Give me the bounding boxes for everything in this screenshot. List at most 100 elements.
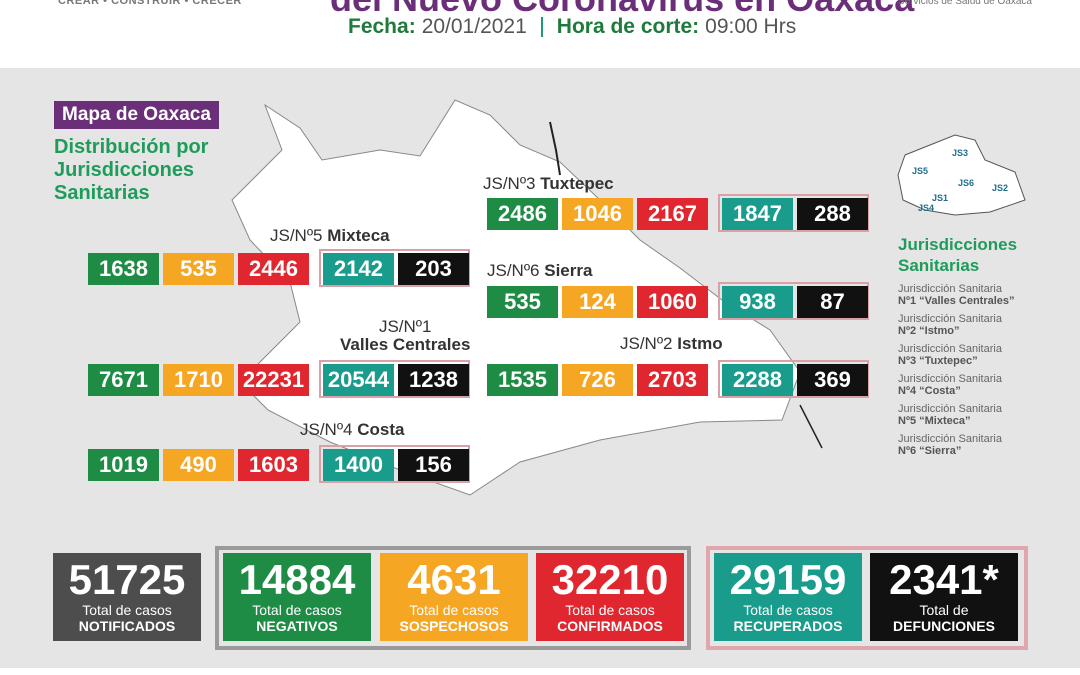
- mini-map-label: JS6: [958, 178, 975, 188]
- date: 20/01/2021: [421, 15, 527, 38]
- count-box: 1638: [88, 253, 159, 285]
- total-category: DEFUNCIONES: [893, 618, 995, 634]
- count-box: 87: [797, 286, 868, 318]
- count-box: 1019: [88, 449, 159, 481]
- legend-item-line1: Jurisdicción Sanitaria: [898, 313, 1002, 325]
- slogan: CREAR • CONSTRUIR • CRECER: [58, 0, 242, 7]
- count-box: 1060: [637, 286, 708, 318]
- total-value: 29159: [729, 556, 847, 603]
- total-value: 4631: [407, 556, 501, 603]
- jurisdiction-name: Valles Centrales: [340, 335, 471, 354]
- total-box: 29159 Total de casos RECUPERADOS: [714, 553, 862, 641]
- legend-item-line1: Jurisdicción Sanitaria: [898, 343, 1002, 355]
- legend-item: Jurisdicción Sanitaria Nº3 “Tuxtepec”: [898, 343, 1002, 367]
- legend-item-line1: Jurisdicción Sanitaria: [898, 283, 1002, 295]
- total-category: NEGATIVOS: [256, 618, 338, 634]
- count-box: 156: [398, 449, 469, 481]
- total-value: 32210: [551, 556, 669, 603]
- jurisdiction-name: Istmo: [677, 334, 723, 353]
- count-box: 1847: [722, 198, 793, 230]
- outcome-group: [319, 445, 470, 483]
- legend-item-line2: Nº1 “Valles Centrales”: [898, 295, 1015, 307]
- count-box: 7671: [88, 364, 159, 396]
- total-label: Total de casos: [743, 602, 833, 618]
- count-box: 288: [797, 198, 868, 230]
- time-label: Hora de corte:: [556, 15, 700, 38]
- count-box: 1238: [398, 364, 469, 396]
- total-box: 2341* Total de DEFUNCIONES: [870, 553, 1018, 641]
- total-box: 14884 Total de casos NEGATIVOS: [223, 553, 371, 641]
- outcome-group: [319, 360, 470, 398]
- count-box: 1400: [323, 449, 394, 481]
- total-label: Total de casos: [565, 602, 655, 618]
- total-value: 14884: [238, 556, 356, 603]
- agency: Servicios de Salud de Oaxaca: [898, 0, 1032, 7]
- count-box: 2142: [323, 253, 394, 285]
- mini-map-label: JS1: [932, 193, 949, 203]
- jurisdiction-label: JS/Nº5 Mixteca: [270, 226, 390, 246]
- jurisdiction-code: JS/Nº2: [620, 334, 673, 353]
- legend-item-line2: Nº6 “Sierra”: [898, 445, 962, 457]
- outcome-group: [319, 249, 470, 287]
- total-category: SOSPECHOSOS: [399, 618, 509, 634]
- jurisdiction-code: JS/Nº4: [300, 420, 353, 439]
- outcome-group: [718, 360, 869, 398]
- jurisdiction-code: JS/Nº1: [378, 317, 432, 336]
- count-box: 2288: [722, 364, 793, 396]
- count-box: 2167: [637, 198, 708, 230]
- count-box: 203: [398, 253, 469, 285]
- totals-group: [215, 546, 691, 650]
- jurisdiction-name: Tuxtepec: [540, 174, 614, 193]
- count-box: 1046: [562, 198, 633, 230]
- total-label: Total de casos: [82, 602, 172, 618]
- total-value: 51725: [68, 556, 186, 603]
- mini-map-label: JS4: [918, 203, 935, 213]
- date-line: Fecha: 20/01/2021 Hora de corte: 09:00 Hrs: [348, 15, 796, 39]
- legend-item-line1: Jurisdicción Sanitaria: [898, 373, 1002, 385]
- legend-title: Jurisdicciones Sanitarias: [898, 235, 1018, 275]
- count-box: 369: [797, 364, 868, 396]
- count-box: 1710: [163, 364, 234, 396]
- legend-item-line2: Nº3 “Tuxtepec”: [898, 355, 978, 367]
- jurisdiction-code: JS/Nº3: [483, 174, 536, 193]
- jurisdiction-code: JS/Nº6: [487, 261, 540, 280]
- total-label: Total de casos: [252, 602, 342, 618]
- jurisdiction-code: JS/Nº5: [270, 226, 323, 245]
- legend-item-line1: Jurisdicción Sanitaria: [898, 433, 1002, 445]
- total-category: RECUPERADOS: [733, 618, 843, 634]
- count-box: 535: [487, 286, 558, 318]
- count-box: 20544: [323, 364, 394, 396]
- total-label: Total de: [919, 602, 969, 618]
- mini-map-label: JS5: [912, 166, 929, 176]
- mini-map-label: JS3: [952, 148, 969, 158]
- total-box: 32210 Total de casos CONFIRMADOS: [536, 553, 684, 641]
- jurisdiction-label: JS/Nº6 Sierra: [487, 261, 592, 281]
- legend-item-line2: Nº4 “Costa”: [898, 385, 961, 397]
- separator: [540, 17, 543, 37]
- count-box: 2486: [487, 198, 558, 230]
- outcome-group: [718, 194, 869, 232]
- count-box: 938: [722, 286, 793, 318]
- jurisdiction-name: Costa: [357, 420, 405, 439]
- total-box: 51725 Total de casos NOTIFICADOS: [53, 553, 201, 641]
- map-badge: Mapa de Oaxaca: [54, 101, 219, 129]
- legend-item: Jurisdicción Sanitaria Nº5 “Mixteca”: [898, 403, 1002, 427]
- legend-item: Jurisdicción Sanitaria Nº4 “Costa”: [898, 373, 1002, 397]
- count-box: 535: [163, 253, 234, 285]
- jurisdiction-name: Mixteca: [327, 226, 390, 245]
- total-value: 2341*: [889, 556, 999, 603]
- count-box: 124: [562, 286, 633, 318]
- legend-item: Jurisdicción Sanitaria Nº6 “Sierra”: [898, 433, 1002, 457]
- count-box: 1603: [238, 449, 309, 481]
- time: 09:00 Hrs: [705, 15, 797, 38]
- count-box: 726: [562, 364, 633, 396]
- total-category: CONFIRMADOS: [557, 618, 663, 634]
- legend-item: Jurisdicción Sanitaria Nº1 “Valles Centra…: [898, 283, 1015, 307]
- count-box: 2446: [238, 253, 309, 285]
- jurisdiction-label: JS/Nº2 Istmo: [620, 334, 723, 354]
- jurisdiction-label: JS/Nº3 Tuxtepec: [483, 174, 614, 194]
- date-label: Fecha:: [348, 15, 416, 38]
- outcome-group: [718, 282, 869, 320]
- jurisdiction-label: JS/Nº4 Costa: [300, 420, 404, 440]
